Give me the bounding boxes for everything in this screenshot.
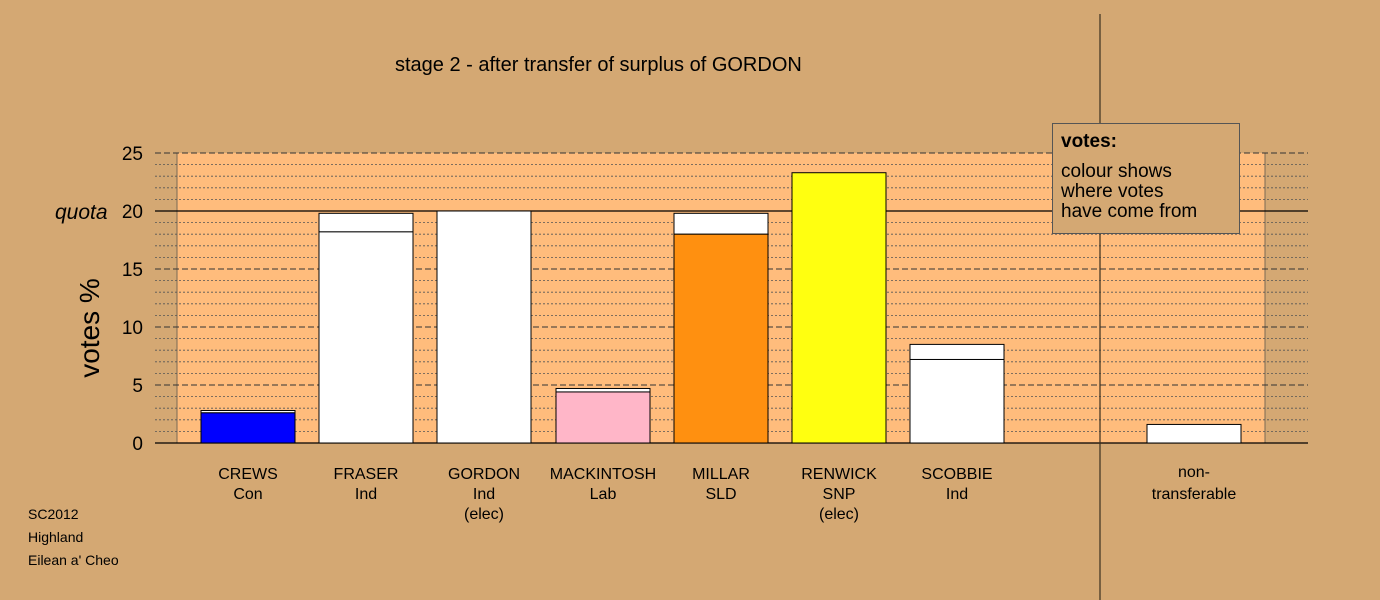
bar-mackintosh: [555, 391, 651, 444]
candidate-name-label: GORDON: [448, 466, 520, 483]
bar-crews: [200, 412, 296, 444]
candidate-party-label: Con: [233, 486, 262, 503]
candidate-party-label: Ind: [946, 486, 968, 503]
bar-scobbie: [909, 358, 1005, 444]
bar-gordon: [436, 210, 532, 444]
quota-label: quota: [55, 201, 108, 224]
candidate-party-label: SLD: [705, 486, 736, 503]
legend-title: votes:: [1061, 131, 1117, 152]
y-tick-label: 20: [122, 202, 143, 223]
y-tick-label: 5: [132, 376, 143, 397]
footer-info: SC2012 Highland Eilean a' Cheo: [28, 503, 119, 572]
candidate-name-label: MACKINTOSH: [550, 466, 656, 483]
bar-renwick: [791, 172, 887, 444]
legend-text: colour shows where votes have come from: [1061, 161, 1198, 222]
y-tick-label: 10: [122, 318, 143, 339]
bar-transfer-scobbie: [909, 343, 1005, 360]
labels: 0 5 10 15 20 25 quota CREWS Con FRASER Ind GORDON In…: [55, 144, 1236, 523]
chart-title: stage 2 - after transfer of surplus of G…: [395, 54, 802, 76]
nontransferable-label-line1: non-: [1178, 464, 1210, 481]
y-tick-label: 15: [122, 260, 143, 281]
footer-council: Highland: [28, 529, 84, 545]
bar-transfer-millar: [673, 212, 769, 235]
footer-ward: Eilean a' Cheo: [28, 552, 119, 568]
candidate-status-label: (elec): [464, 506, 504, 523]
y-tick-label: 25: [122, 144, 143, 165]
candidate-party-label: Lab: [590, 486, 617, 503]
y-tick-label: 0: [132, 434, 143, 455]
y-axis-label: votes %: [74, 278, 105, 378]
bar-transfer-fraser: [318, 212, 414, 233]
candidate-name-label: MILLAR: [692, 466, 750, 483]
bar-fraser: [318, 231, 414, 444]
nontransferable-label-line2: transferable: [1152, 486, 1237, 503]
candidate-name-label: CREWS: [218, 466, 278, 483]
candidate-party-label: Ind: [473, 486, 495, 503]
bar-nontransferable: [1146, 423, 1242, 444]
bars: [200, 172, 1242, 444]
legend: votes: colour shows where votes have com…: [1052, 123, 1240, 234]
candidate-party-label: SNP: [823, 486, 856, 503]
candidate-name-label: FRASER: [334, 466, 399, 483]
candidate-status-label: (elec): [819, 506, 859, 523]
footer-election: SC2012: [28, 506, 79, 522]
bar-transfer-mackintosh: [555, 387, 651, 393]
candidate-name-label: RENWICK: [801, 466, 877, 483]
bar-millar: [673, 233, 769, 444]
candidate-party-label: Ind: [355, 486, 377, 503]
candidate-name-label: SCOBBIE: [921, 466, 992, 483]
